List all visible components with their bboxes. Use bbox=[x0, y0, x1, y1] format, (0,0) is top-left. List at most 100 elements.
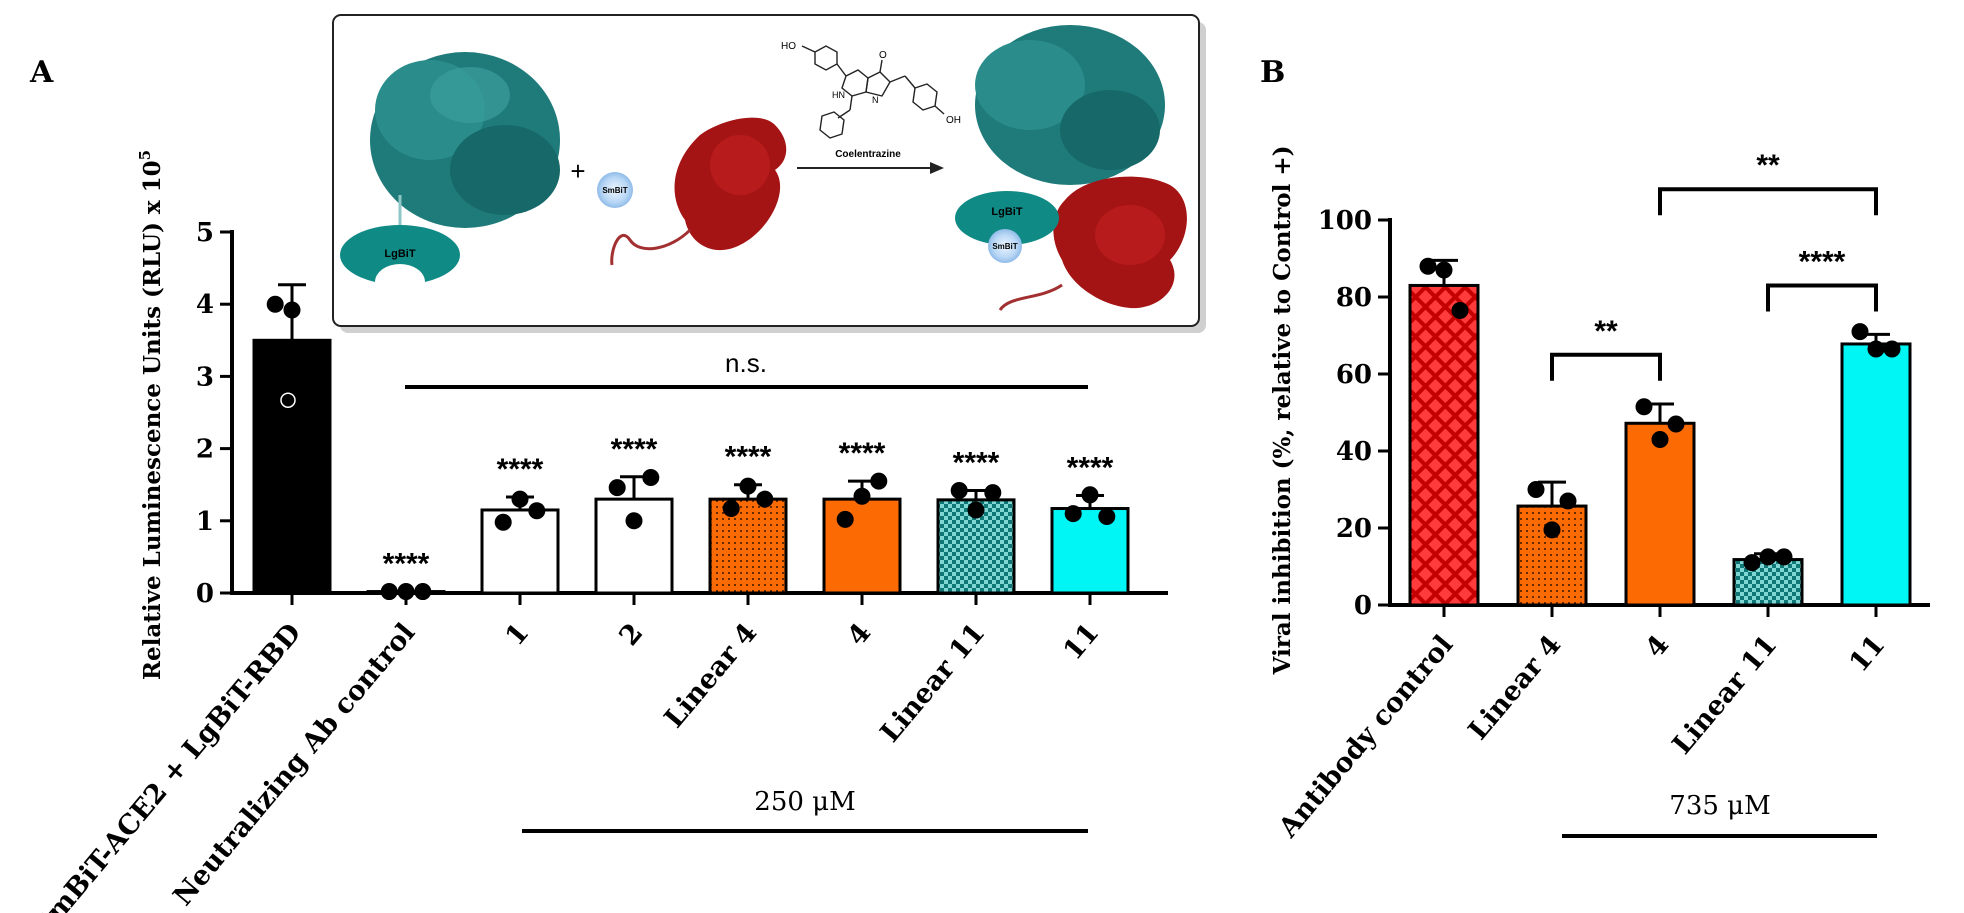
significance-label: **** bbox=[497, 453, 544, 486]
category-label: 11 bbox=[1057, 618, 1105, 667]
right-lgbit-label: LgBiT bbox=[991, 206, 1022, 218]
y-tick-label: 0 bbox=[196, 579, 214, 609]
significance-label: **** bbox=[839, 437, 886, 470]
data-point bbox=[1851, 323, 1869, 341]
category-label: 4 bbox=[842, 618, 878, 652]
y-tick-label: 20 bbox=[1336, 514, 1372, 544]
smbit-label: SmBiT bbox=[602, 186, 627, 195]
data-point bbox=[266, 295, 284, 313]
data-point bbox=[950, 481, 968, 499]
data-point bbox=[1883, 340, 1901, 358]
data-point bbox=[1635, 398, 1653, 416]
bracket-label: **** bbox=[1799, 245, 1846, 278]
category-label: Linear 4 bbox=[659, 618, 764, 734]
y-tick-label: 0 bbox=[1354, 591, 1372, 621]
bar bbox=[1408, 283, 1480, 607]
data-point bbox=[870, 472, 888, 490]
data-point bbox=[414, 583, 432, 601]
bar bbox=[1732, 558, 1804, 607]
data-point bbox=[528, 502, 546, 520]
significance-bracket bbox=[1766, 283, 1878, 312]
data-point bbox=[1419, 257, 1437, 275]
panel-b-scale-label: 735 μM bbox=[1669, 791, 1770, 821]
nh-label: HN bbox=[832, 90, 845, 100]
left-large-protein: LgBiT bbox=[340, 52, 560, 282]
panel-a-ylabel: Relative Luminescence Units (RLU) x 105 bbox=[136, 150, 166, 680]
data-point bbox=[1543, 521, 1561, 539]
data-point bbox=[1098, 507, 1116, 525]
category-label: 1 bbox=[500, 618, 536, 652]
data-point bbox=[1743, 554, 1761, 572]
data-point bbox=[756, 490, 774, 508]
data-point bbox=[1867, 340, 1885, 358]
category-label: Linear 4 bbox=[1463, 630, 1568, 746]
data-point bbox=[1435, 261, 1453, 279]
data-point bbox=[380, 583, 398, 601]
y-tick-label: 80 bbox=[1336, 283, 1372, 313]
data-point bbox=[1667, 415, 1685, 433]
significance-bracket bbox=[1658, 187, 1878, 216]
oh-top-label: HO bbox=[781, 41, 796, 52]
right-complex: LgBiT SmBiT bbox=[955, 25, 1187, 311]
data-point bbox=[739, 477, 757, 495]
panel-b-ylabel: Viral inhibition (%, relative to Control… bbox=[1269, 146, 1296, 676]
significance-label: **** bbox=[383, 548, 430, 581]
arrow-label: Coelentrazine bbox=[835, 149, 901, 160]
significance-label: **** bbox=[953, 446, 1000, 479]
category-label: 4 bbox=[1640, 630, 1676, 664]
data-point bbox=[608, 479, 626, 497]
bracket-label: ** bbox=[1594, 315, 1618, 348]
significance-label: **** bbox=[1067, 452, 1114, 485]
data-point bbox=[836, 510, 854, 528]
bar bbox=[822, 497, 902, 595]
data-point bbox=[1559, 492, 1577, 510]
panel-b-chart: Viral inhibition (%, relative to Control… bbox=[1269, 146, 1930, 845]
rbd-protein bbox=[610, 117, 787, 266]
category-label: Linear 11 bbox=[1667, 630, 1784, 761]
category-label: Linear 11 bbox=[875, 618, 992, 749]
category-label: Neutralizing Ab control bbox=[168, 618, 422, 912]
data-point bbox=[1064, 505, 1082, 523]
data-point bbox=[853, 487, 871, 505]
data-point bbox=[625, 512, 643, 530]
bar bbox=[1050, 507, 1130, 595]
category-label: SmBiT-ACE2 + LgBiT-RBD bbox=[28, 618, 307, 913]
data-point bbox=[722, 500, 740, 518]
data-point bbox=[494, 513, 512, 531]
right-smbit-label: SmBiT bbox=[992, 242, 1017, 251]
bar bbox=[1840, 342, 1912, 607]
panel-a-ns-label: n.s. bbox=[725, 348, 767, 378]
data-point bbox=[1651, 430, 1669, 448]
significance-label: **** bbox=[611, 433, 658, 466]
significance-bracket bbox=[1550, 352, 1662, 381]
data-point bbox=[397, 583, 415, 601]
panel-a-letter: A bbox=[29, 55, 54, 90]
category-label: 2 bbox=[614, 618, 650, 652]
category-label: Antibody control bbox=[1272, 630, 1459, 845]
bracket-label: ** bbox=[1756, 149, 1780, 182]
significance-label: **** bbox=[725, 441, 772, 474]
bar bbox=[252, 338, 332, 595]
smbit-bubble bbox=[597, 172, 633, 208]
y-tick-label: 100 bbox=[1318, 206, 1372, 236]
data-point bbox=[1081, 486, 1099, 504]
data-point bbox=[1775, 548, 1793, 566]
data-point bbox=[642, 468, 660, 486]
y-tick-label: 4 bbox=[196, 290, 214, 320]
n-label: N bbox=[872, 95, 879, 105]
oh-right-label: OH bbox=[946, 115, 961, 126]
y-tick-label: 5 bbox=[196, 218, 214, 248]
bar bbox=[480, 508, 560, 595]
bar bbox=[1624, 421, 1696, 607]
data-point bbox=[511, 490, 529, 508]
category-label: 11 bbox=[1843, 630, 1891, 679]
y-tick-label: 3 bbox=[196, 362, 214, 392]
schematic-inset: LgBiT + SmBiT HO OH bbox=[332, 14, 1206, 333]
panel-a-scale-label: 250 μM bbox=[754, 787, 855, 817]
y-tick-label: 40 bbox=[1336, 437, 1372, 467]
data-point bbox=[1451, 301, 1469, 319]
data-point bbox=[1527, 481, 1545, 498]
data-point bbox=[280, 392, 296, 408]
data-point bbox=[984, 484, 1002, 502]
